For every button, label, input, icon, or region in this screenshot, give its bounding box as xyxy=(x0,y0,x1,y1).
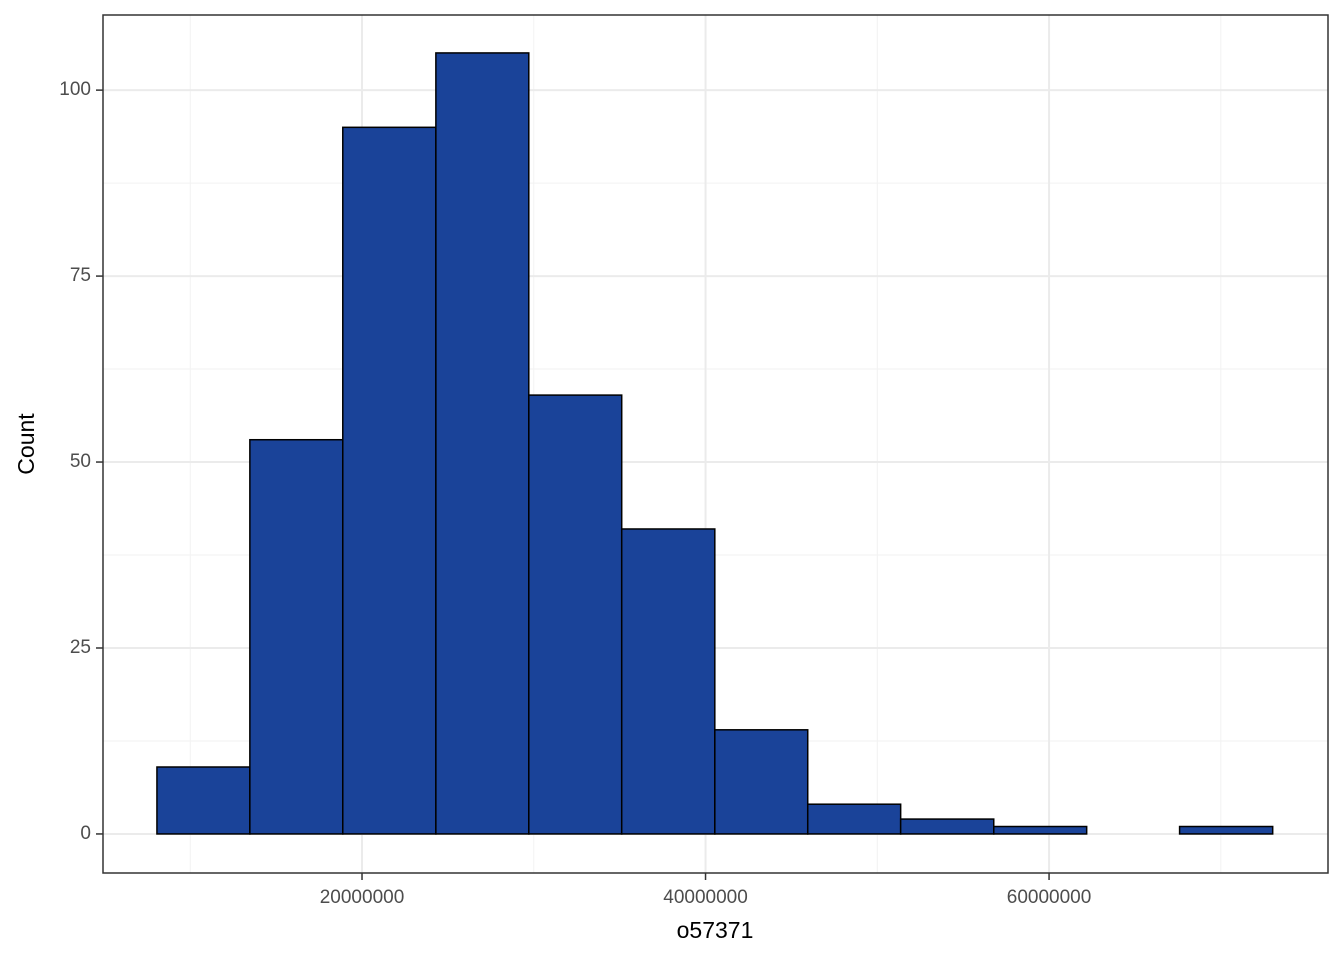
y-axis-title: Count xyxy=(13,413,39,475)
bar xyxy=(1178,825,1274,835)
x-tick-label: 40000000 xyxy=(663,887,748,908)
x-axis-title: o57371 xyxy=(677,917,754,943)
y-tick-label: 0 xyxy=(80,823,91,844)
y-tick-label: 25 xyxy=(70,637,91,658)
bar xyxy=(249,438,344,835)
bar xyxy=(714,729,809,835)
bar xyxy=(993,825,1088,835)
y-tick-label: 100 xyxy=(59,79,91,100)
bar xyxy=(156,766,251,835)
bar xyxy=(342,126,437,835)
bar xyxy=(806,803,902,835)
bar xyxy=(899,818,995,835)
panel-border xyxy=(102,14,1329,874)
x-tick-label: 60000000 xyxy=(1007,887,1092,908)
bar xyxy=(528,394,623,835)
x-tick-label: 20000000 xyxy=(320,887,405,908)
y-tick-label: 75 xyxy=(70,265,91,286)
y-tick-label: 50 xyxy=(70,451,91,472)
bar xyxy=(435,52,530,835)
bar xyxy=(620,528,716,835)
